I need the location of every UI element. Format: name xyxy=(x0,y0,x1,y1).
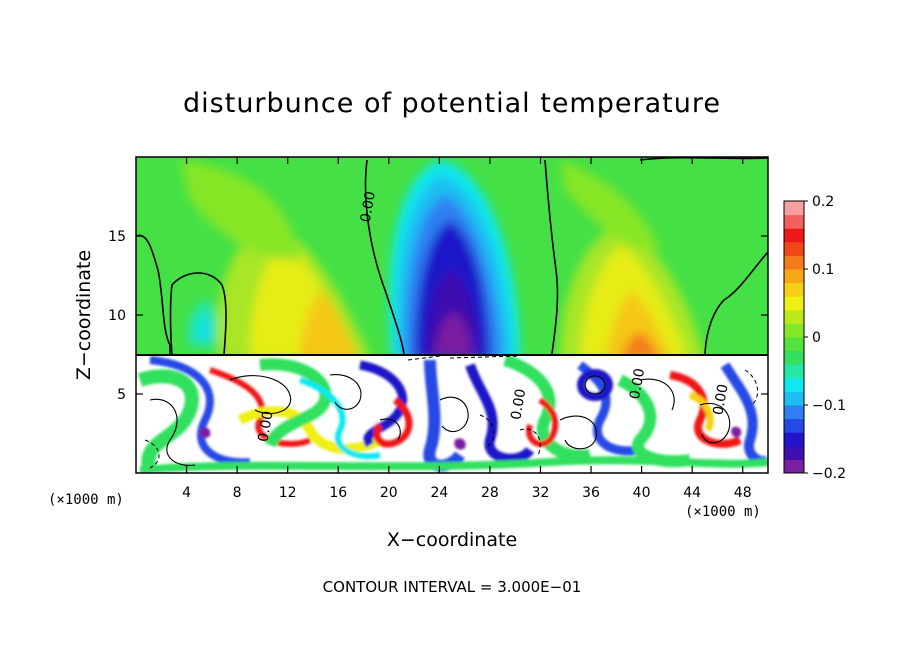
red-swirl-1 xyxy=(209,367,312,447)
colorbar-swatch xyxy=(784,269,804,284)
purple-spot-1 xyxy=(199,427,211,438)
x-tick-label: 24 xyxy=(430,485,448,501)
y-tick-label: 5 xyxy=(117,387,126,403)
cool-patch-left-core xyxy=(195,315,211,342)
x-tick-label: 40 xyxy=(633,485,651,501)
purple-spot-2 xyxy=(454,438,466,450)
contour-interval-note: CONTOUR INTERVAL = 3.000E−01 xyxy=(323,578,582,596)
colorbar-swatch xyxy=(784,418,804,433)
light-band-top xyxy=(180,160,300,260)
colorbar-swatch xyxy=(784,296,804,311)
colorbar-swatch xyxy=(784,364,804,379)
colorbar-swatch xyxy=(784,350,804,365)
colorbar-swatch xyxy=(784,214,804,229)
x-tick-label: 36 xyxy=(582,485,600,501)
blue-swirl-2 xyxy=(359,360,408,448)
cyan-swirl-1 xyxy=(299,377,381,460)
colorbar-swatch xyxy=(784,445,804,460)
contour-label: 0.00 xyxy=(710,383,731,416)
colorbar-swatch xyxy=(784,405,804,420)
colorbar: 0.2 0.1 0 −0.1 −0.2 xyxy=(783,194,846,482)
x-tick-label: 12 xyxy=(279,485,297,501)
x-axis: 4 8 12 16 20 24 28 32 36 40 44 48 xyxy=(182,157,752,501)
warm-plume-left-inner xyxy=(300,290,358,354)
red-swirl-3 xyxy=(526,397,559,447)
warm-plume-right-inner xyxy=(606,290,670,354)
colorbar-swatch xyxy=(784,391,804,406)
contour-label: 0.00 xyxy=(255,410,276,443)
colorbar-tick-label: −0.1 xyxy=(812,398,846,414)
x-tick-label: 32 xyxy=(532,485,550,501)
green-band-bottom xyxy=(139,456,768,473)
x-tick-label: 8 xyxy=(233,485,242,501)
yellow-swirl-1 xyxy=(237,406,383,454)
lower-dashed-contours xyxy=(144,355,759,469)
green-swirl-3 xyxy=(502,354,591,462)
colorbar-swatch xyxy=(784,459,804,474)
red-swirl-2 xyxy=(373,397,413,448)
warm-plume-right-red xyxy=(623,332,659,354)
colorbar-swatch xyxy=(784,337,804,352)
y-axis: 5 10 15 xyxy=(108,229,768,403)
colorbar-swatch xyxy=(784,309,804,324)
contour-label: 0.00 xyxy=(627,367,648,400)
colorbar-swatch xyxy=(784,201,804,216)
x-tick-label: 4 xyxy=(182,485,191,501)
x-tick-label: 16 xyxy=(329,485,347,501)
colorbar-swatch xyxy=(784,255,804,270)
colorbar-swatch xyxy=(784,377,804,392)
chart-title: disturbunce of potential temperature xyxy=(183,88,721,119)
x-unit-left: (×1000 m) xyxy=(48,492,124,508)
x-tick-label: 20 xyxy=(380,485,398,501)
lower-contours xyxy=(149,374,731,466)
colorbar-tick-label: 0.2 xyxy=(812,194,834,210)
light-band-top-right xyxy=(560,160,660,250)
contour-labels: 0.00 0.00 0.00 0.00 0.00 xyxy=(255,190,731,443)
x-tick-label: 28 xyxy=(481,485,499,501)
green-swirl-2 xyxy=(259,358,332,448)
colorbar-swatch xyxy=(784,241,804,256)
lower-field-background xyxy=(136,354,768,473)
eddy-1 xyxy=(577,369,613,401)
contour-label: 0.00 xyxy=(358,190,379,223)
colorbar-tick-label: −0.2 xyxy=(812,466,846,482)
blue-swirl-1 xyxy=(149,356,251,467)
contour-label: 0.00 xyxy=(508,388,529,421)
lower-field xyxy=(136,354,768,473)
colorbar-swatch xyxy=(784,432,804,447)
x-unit-right: (×1000 m) xyxy=(685,504,761,520)
upper-field xyxy=(136,157,768,354)
purple-spot-3 xyxy=(731,426,742,438)
cold-plume-deepest xyxy=(435,312,472,354)
colorbar-tick-label: 0.1 xyxy=(812,262,834,278)
y-tick-label: 10 xyxy=(108,308,126,324)
yellow-swirl-2 xyxy=(688,391,714,432)
colorbar-tick-label: 0 xyxy=(812,330,821,346)
blue-swirl-5 xyxy=(577,361,641,456)
red-swirl-4 xyxy=(669,371,742,448)
x-tick-label: 48 xyxy=(734,485,752,501)
y-axis-label: Z−coordinate xyxy=(73,250,95,380)
blue-swirl-4 xyxy=(465,363,535,464)
x-tick-label: 44 xyxy=(683,485,701,501)
upper-contours xyxy=(136,157,768,354)
x-axis-label: X−coordinate xyxy=(387,529,517,551)
colorbar-swatch xyxy=(784,282,804,297)
colorbar-swatch xyxy=(784,228,804,243)
green-swirl-1 xyxy=(137,369,199,473)
colorbar-swatch xyxy=(784,323,804,338)
y-tick-label: 15 xyxy=(108,229,126,245)
